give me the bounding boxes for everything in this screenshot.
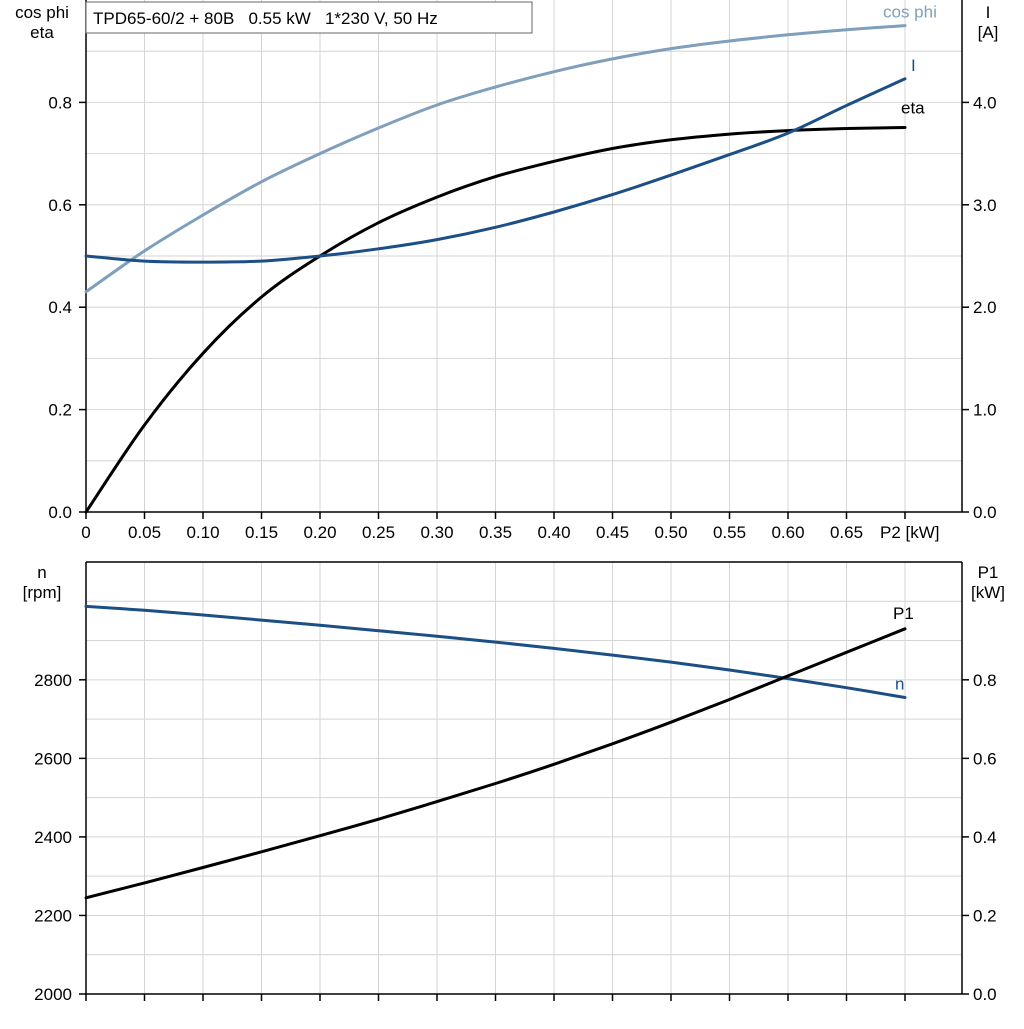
y-right-tick-label: 0.0: [973, 985, 997, 1004]
y-right-tick-label: 2.0: [973, 298, 997, 317]
y-right-axis-title: P1: [978, 563, 999, 582]
x-tick-label: 0.55: [713, 523, 746, 542]
y-left-tick-label: 2600: [34, 749, 72, 768]
y-left-tick-label: 0.8: [48, 93, 72, 112]
series-label-cos-phi: cos phi: [883, 3, 937, 22]
y-left-tick-label: 0.0: [48, 503, 72, 522]
y-right-axis-unit: [kW]: [971, 583, 1005, 602]
series-line-p1: [84, 627, 907, 900]
x-tick-label: 0: [81, 523, 90, 542]
y-right-tick-label: 0.6: [973, 749, 997, 768]
y-right-tick-label: 0.0: [973, 503, 997, 522]
y-left-tick-label: 2000: [34, 985, 72, 1004]
y-left-axis-unit: [rpm]: [23, 583, 62, 602]
x-tick-label: 0.20: [303, 523, 336, 542]
y-left-tick-label: 2200: [34, 906, 72, 925]
y-right-tick-label: 0.4: [973, 828, 997, 847]
series-line-i: [84, 77, 907, 264]
x-tick-label: P2 [kW]: [880, 523, 940, 542]
y-left-tick-label: 0.6: [48, 196, 72, 215]
y-left-axis-title: cos phi: [15, 3, 69, 22]
y-right-tick-label: 3.0: [973, 196, 997, 215]
series-label-n: n: [895, 674, 904, 693]
series-label-eta: eta: [901, 98, 925, 117]
y-right-axis-title: I: [986, 3, 991, 22]
x-tick-label: 0.10: [186, 523, 219, 542]
y-right-axis-unit: [A]: [978, 23, 999, 42]
series-label-i: I: [911, 56, 916, 75]
x-tick-label: 0.35: [479, 523, 512, 542]
x-tick-label: 0.65: [830, 523, 863, 542]
series-line-n: [84, 604, 907, 699]
series-line-cos-phi: [84, 24, 907, 294]
x-tick-label: 0.60: [771, 523, 804, 542]
y-right-tick-label: 4.0: [973, 93, 997, 112]
y-left-tick-label: 2400: [34, 828, 72, 847]
x-tick-label: 0.40: [537, 523, 570, 542]
y-left-axis-unit: eta: [30, 23, 54, 42]
y-right-tick-label: 0.8: [973, 671, 997, 690]
chart-title: TPD65-60/2 + 80B 0.55 kW 1*230 V, 50 Hz: [93, 9, 438, 28]
x-tick-label: 0.25: [362, 523, 395, 542]
x-tick-label: 0.45: [596, 523, 629, 542]
series-label-p1: P1: [893, 604, 914, 623]
x-tick-label: 0.15: [245, 523, 278, 542]
chart-title-box: [85, 1, 533, 34]
x-tick-label: 0.30: [420, 523, 453, 542]
y-left-tick-label: 0.4: [48, 298, 72, 317]
y-left-tick-label: 0.2: [48, 401, 72, 420]
x-tick-label: 0.50: [654, 523, 687, 542]
y-right-tick-label: 1.0: [973, 401, 997, 420]
series-line-eta: [84, 126, 907, 514]
y-left-tick-label: 2800: [34, 671, 72, 690]
x-tick-label: 0.05: [128, 523, 161, 542]
y-left-axis-title: n: [37, 563, 46, 582]
y-right-tick-label: 0.2: [973, 906, 997, 925]
